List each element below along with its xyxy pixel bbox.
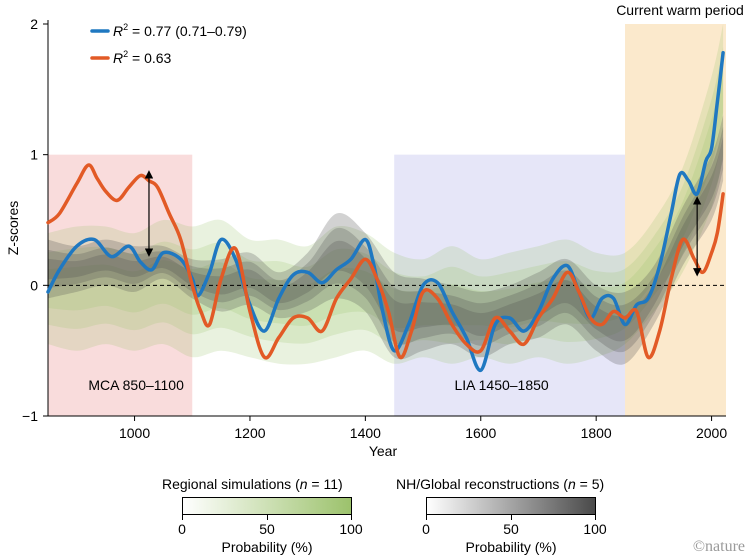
x-tick-label: 2000 xyxy=(696,425,727,441)
colorbar-regional-title: Regional simulations (n = 11) xyxy=(162,476,343,492)
colorbar-regional-label: Probability (%) xyxy=(221,539,313,555)
colorbar-tick-100: 100 xyxy=(583,521,607,537)
y-tick-label: 2 xyxy=(30,16,38,32)
series-line-0 xyxy=(46,50,725,373)
colorbar-tick-mark xyxy=(182,515,183,520)
colorbar-tick-mark xyxy=(511,515,512,520)
legend-label-0: R2 = 0.77 (0.71–0.79) xyxy=(113,22,247,39)
colorbar-regional-gradient xyxy=(182,497,352,515)
x-tick-label: 1000 xyxy=(119,425,150,441)
x-tick-label: 1800 xyxy=(581,425,612,441)
y-tick-label: 0 xyxy=(30,277,38,293)
colorbar-reconstructions: NH/Global reconstructions (n = 5) 0 50 1… xyxy=(396,474,646,559)
colorbar-tick-0: 0 xyxy=(178,521,186,537)
colorbar-tick-50: 50 xyxy=(503,521,519,537)
y-tick-label: 1 xyxy=(30,147,38,163)
colorbar-tick-100: 100 xyxy=(339,521,363,537)
y-axis-title: Z-scores xyxy=(5,201,21,255)
colorbar-reconstructions-title: NH/Global reconstructions (n = 5) xyxy=(396,476,604,492)
legend-label-1: R2 = 0.63 xyxy=(113,49,172,66)
x-tick-label: 1400 xyxy=(350,425,381,441)
period-band-2 xyxy=(625,24,726,416)
x-tick-label: 1600 xyxy=(465,425,496,441)
colorbar-tick-mark xyxy=(267,515,268,520)
envelope-0-layer-1 xyxy=(48,46,724,345)
colorbar-title-n: n xyxy=(567,476,576,492)
period-label-0: MCA 850–1100 xyxy=(88,377,184,393)
colorbar-reconstructions-gradient xyxy=(426,497,596,515)
colorbar-reconstructions-label: Probability (%) xyxy=(465,539,557,555)
period-label-1: LIA 1450–1850 xyxy=(455,377,549,393)
colorbar-tick-0: 0 xyxy=(422,521,430,537)
period-label-2: Current warm period xyxy=(616,2,744,18)
colorbar-tick-mark xyxy=(351,515,352,520)
y-tick-label: −1 xyxy=(22,408,38,424)
colorbar-title-n: n xyxy=(299,476,308,492)
colorbar-title-count: = 5) xyxy=(575,476,605,492)
colorbar-title-text: NH/Global reconstructions ( xyxy=(396,476,568,492)
colorbar-title-count: = 11) xyxy=(307,476,343,492)
colorbar-tick-50: 50 xyxy=(259,521,275,537)
colorbar-regional: Regional simulations (n = 11) 0 50 100 P… xyxy=(152,474,382,559)
colorbar-tick-mark xyxy=(426,515,427,520)
colorbar-tick-mark xyxy=(595,515,596,520)
x-tick-label: 1200 xyxy=(234,425,265,441)
x-axis-title: Year xyxy=(369,443,398,459)
chart-plot: −1 0 1 2 1000 1200 1400 1600 1800 2000 Year Z-score… xyxy=(5,2,744,459)
colorbar-title-text: Regional simulations ( xyxy=(162,476,300,492)
nature-credit: ©nature xyxy=(692,538,745,555)
envelope-0-layer-2 xyxy=(48,66,724,329)
period-band-1 xyxy=(394,154,626,416)
